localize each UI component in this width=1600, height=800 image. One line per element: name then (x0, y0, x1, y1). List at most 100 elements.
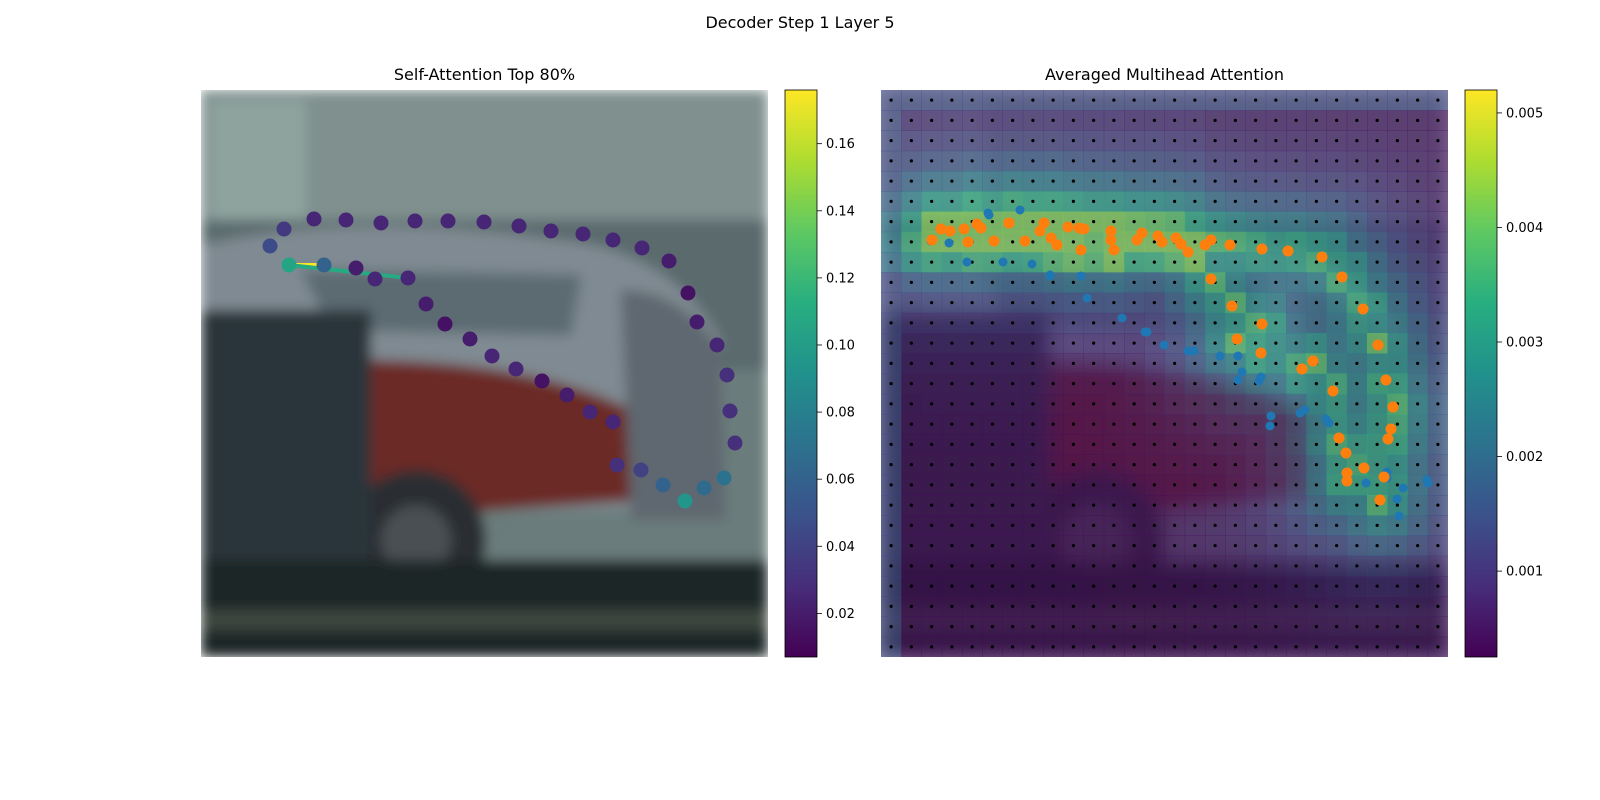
grid-dot (909, 564, 913, 568)
series-1-point (1051, 239, 1063, 251)
grid-dot (1173, 523, 1177, 527)
grid-dot (1112, 523, 1116, 527)
grid-dot (1193, 564, 1197, 568)
grid-dot (1031, 625, 1035, 629)
grid-dot (1254, 341, 1258, 345)
grid-dot (1233, 645, 1237, 649)
grid-dot (1071, 220, 1075, 224)
series-0-point (1082, 293, 1092, 303)
grid-dot (930, 361, 934, 365)
grid-dot (1173, 422, 1177, 426)
grid-dot (1254, 523, 1258, 527)
right-colorbar-tick-label: 0.003 (1506, 336, 1543, 351)
grid-dot (1254, 402, 1258, 406)
grid-dot (1092, 523, 1096, 527)
grid-dot (889, 544, 893, 548)
grid-dot (1416, 118, 1420, 122)
grid-dot (1375, 604, 1379, 608)
grid-dot (1173, 442, 1177, 446)
grid-dot (1294, 523, 1298, 527)
series-0-point (1266, 411, 1276, 421)
series-1-point (958, 223, 970, 235)
grid-dot (1092, 604, 1096, 608)
grid-dot (1395, 483, 1399, 487)
grid-dot (889, 625, 893, 629)
grid-dot (970, 442, 974, 446)
left-background-photo (201, 90, 768, 657)
grid-dot (1274, 179, 1278, 183)
left-point-9 (484, 348, 500, 364)
grid-dot (1436, 604, 1440, 608)
grid-dot (1031, 139, 1035, 143)
grid-dot (889, 442, 893, 446)
grid-dot (990, 544, 994, 548)
grid-dot (1294, 159, 1298, 163)
grid-dot (1092, 240, 1096, 244)
grid-dot (1436, 260, 1440, 264)
grid-dot (970, 584, 974, 588)
grid-dot (1152, 159, 1156, 163)
left-point-24 (709, 337, 725, 353)
grid-dot (1152, 382, 1156, 386)
grid-dot (1233, 604, 1237, 608)
grid-dot (1314, 382, 1318, 386)
grid-dot (1011, 139, 1015, 143)
grid-dot (970, 523, 974, 527)
grid-dot (1092, 321, 1096, 325)
grid-dot (950, 159, 954, 163)
grid-dot (1233, 321, 1237, 325)
grid-dot (1132, 544, 1136, 548)
grid-dot (1416, 361, 1420, 365)
grid-dot (889, 422, 893, 426)
series-1-point (1387, 401, 1399, 413)
grid-dot (1314, 240, 1318, 244)
grid-dot (1092, 280, 1096, 284)
grid-dot (1254, 422, 1258, 426)
grid-dot (1031, 523, 1035, 527)
grid-dot (1375, 442, 1379, 446)
grid-dot (1051, 402, 1055, 406)
grid-dot (1335, 523, 1339, 527)
grid-dot (930, 564, 934, 568)
grid-dot (1254, 321, 1258, 325)
grid-dot (930, 402, 934, 406)
grid-dot (1031, 280, 1035, 284)
grid-dot (1152, 341, 1156, 345)
grid-dot (1051, 483, 1055, 487)
grid-dot (1112, 98, 1116, 102)
left-point-15 (609, 457, 625, 473)
grid-dot (1152, 483, 1156, 487)
grid-dot (1416, 260, 1420, 264)
left-point-17 (655, 477, 671, 493)
grid-dot (1355, 625, 1359, 629)
grid-dot (1254, 199, 1258, 203)
grid-dot (1071, 361, 1075, 365)
series-0-point (1117, 313, 1127, 323)
grid-dot (1375, 564, 1379, 568)
series-0-point (1233, 351, 1243, 361)
grid-dot (1193, 402, 1197, 406)
grid-dot (1132, 341, 1136, 345)
grid-dot (1355, 280, 1359, 284)
left-colorbar-tick-label: 0.02 (826, 607, 855, 622)
grid-dot (1335, 382, 1339, 386)
grid-dot (1335, 118, 1339, 122)
grid-dot (930, 301, 934, 305)
grid-dot (1355, 260, 1359, 264)
grid-dot (1233, 503, 1237, 507)
grid-dot (1213, 382, 1217, 386)
series-1-point (1182, 246, 1194, 258)
grid-dot (1395, 301, 1399, 305)
right-colorbar-tick-label: 0.005 (1506, 106, 1543, 121)
grid-dot (930, 220, 934, 224)
grid-dot (909, 179, 913, 183)
grid-dot (1132, 645, 1136, 649)
grid-dot (990, 301, 994, 305)
grid-dot (1112, 564, 1116, 568)
grid-dot (1436, 483, 1440, 487)
grid-dot (909, 240, 913, 244)
right-panel (881, 90, 1448, 657)
grid-dot (1314, 625, 1318, 629)
grid-dot (1335, 280, 1339, 284)
grid-dot (1071, 199, 1075, 203)
